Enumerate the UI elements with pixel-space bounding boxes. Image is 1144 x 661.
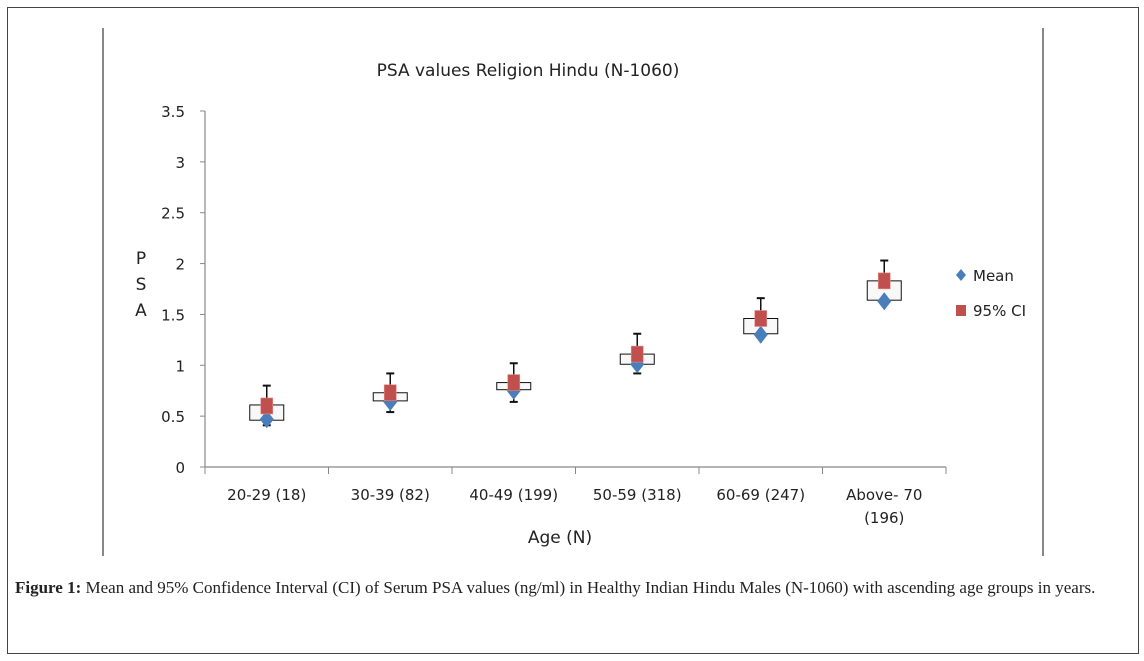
legend-ci-marker bbox=[956, 305, 966, 316]
mean-point bbox=[877, 292, 892, 311]
x-tick-label: 30-39 (82) bbox=[351, 486, 430, 504]
ci-point bbox=[630, 345, 644, 363]
x-tick-label: Above- 70 bbox=[846, 486, 922, 504]
legend-ci-label: 95% CI bbox=[973, 302, 1026, 320]
x-tick-label: (196) bbox=[864, 509, 904, 527]
y-axis-label-letter: A bbox=[135, 301, 147, 321]
legend-mean-marker bbox=[956, 269, 966, 281]
y-tick-label: 2 bbox=[175, 256, 185, 274]
mean-point bbox=[753, 325, 768, 344]
caption-text: Mean and 95% Confidence Interval (CI) of… bbox=[81, 578, 1096, 597]
legend-mean-label: Mean bbox=[973, 267, 1014, 285]
x-tick-label: 60-69 (247) bbox=[716, 486, 805, 504]
chart-frame-left bbox=[102, 28, 104, 556]
caption-label: Figure 1: bbox=[15, 578, 82, 597]
ci-point bbox=[754, 310, 768, 327]
x-tick-label: 50-59 (318) bbox=[593, 486, 682, 504]
y-axis-label: PSA bbox=[135, 249, 147, 321]
ci-point bbox=[260, 397, 274, 415]
ci-point bbox=[877, 272, 891, 290]
x-tick-label: 40-49 (199) bbox=[469, 486, 558, 504]
y-tick-label: 1 bbox=[175, 357, 185, 375]
figure-border bbox=[7, 7, 1139, 654]
chart-title: PSA values Religion Hindu (N-1060) bbox=[377, 61, 680, 81]
x-axis-label: Age (N) bbox=[528, 528, 592, 548]
y-tick-label: 0.5 bbox=[161, 408, 185, 426]
y-axis-label-letter: S bbox=[136, 275, 147, 295]
ci-point bbox=[383, 384, 397, 402]
x-tick-label: 20-29 (18) bbox=[227, 486, 306, 504]
mean-point bbox=[259, 410, 274, 429]
y-axis-label-letter: P bbox=[136, 249, 146, 269]
figure-caption: Figure 1: Mean and 95% Confidence Interv… bbox=[15, 576, 1135, 600]
y-tick-label: 3 bbox=[175, 154, 185, 172]
y-tick-label: 0 bbox=[175, 459, 185, 477]
ci-point bbox=[507, 374, 521, 391]
y-tick-label: 2.5 bbox=[161, 205, 185, 223]
y-tick-label: 1.5 bbox=[161, 306, 185, 324]
y-tick-label: 3.5 bbox=[161, 103, 185, 121]
chart-frame-right bbox=[1042, 28, 1044, 556]
